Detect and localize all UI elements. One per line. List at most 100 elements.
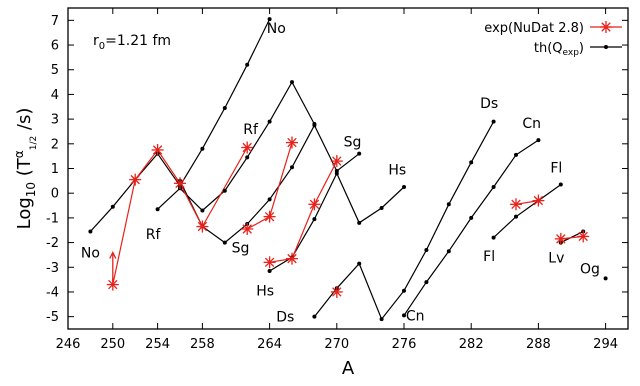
series-line-th-cn [403,139,539,316]
y-tick-label: -4 [46,285,59,300]
data-point-exp-no [196,220,209,233]
r0-suffix: =1.21 fm [105,33,171,49]
data-point-th-rf [200,208,205,213]
series-markers [88,17,608,322]
data-point-th-cn [514,152,518,157]
data-point-th-no [88,229,93,234]
data-point-th-hs [402,185,406,190]
legend-th-sub: exp [563,48,580,58]
data-point-th-fl [514,214,518,219]
series-line-exp-hs [269,160,338,263]
data-point-th-ds [469,160,474,165]
data-point-th-no [200,146,205,151]
isotope-label-fl: Fl [483,249,495,265]
asterisk-stroke [601,22,611,32]
x-tick-label: 250 [100,337,125,352]
data-point-exp-hs [308,198,321,211]
isotope-label-no: No [267,21,286,37]
asterisk-stroke [332,287,342,297]
y-title-sub10: 10 [24,182,38,197]
y-title-alpha: α [12,150,26,158]
data-point-th-cn [536,138,541,143]
asterisk-stroke [264,211,275,222]
error-arrow-head [109,251,117,259]
y-tick-label: -1 [46,211,59,226]
data-point-th-cn [469,215,474,220]
data-point-exp-ds [330,285,343,298]
x-tick-label: 282 [459,337,484,352]
data-point-th-no [267,17,272,22]
legend-label-th: th(Qexp) [534,41,584,58]
data-point-exp-sg [286,136,298,149]
data-point-th-rf [267,119,272,124]
data-point-exp-fl [510,198,522,211]
isotope-label-og: Og [580,262,600,278]
data-point-th-no [245,62,250,67]
series-line-th-sg [179,123,360,244]
y-title-open: (T [14,157,35,182]
x-tick-label: 258 [190,337,215,352]
legend-th-main: th(Q [534,41,563,56]
data-point-th-cn [402,313,406,318]
r0-prefix: r [93,33,99,49]
x-tick-label: 276 [392,337,417,352]
y-title-log: Log [14,197,35,229]
data-point-th-ds [357,261,362,266]
data-point-th-cn [491,185,496,190]
data-point-th-sg [222,240,227,245]
asterisk-stroke [287,253,297,264]
data-point-th-rf [245,155,250,160]
r0-sub: 0 [99,41,105,52]
legend-th-close: ) [579,41,584,56]
data-point-th-hs [267,268,272,273]
isotope-label-no: No [81,245,100,261]
data-point-th-fl [491,235,496,240]
asterisk-stroke [152,145,163,155]
r0-annotation: r0=1.21 fm [93,33,171,52]
data-point-th-no [110,204,115,209]
y-tick-label: -2 [46,236,59,251]
data-point-th-ds [446,202,451,207]
y-tick-label: 0 [51,187,59,202]
legend-marker-exp [600,21,612,33]
x-tick-label: 254 [145,337,170,352]
data-point-th-rf [155,207,160,212]
x-tick-label: 264 [257,337,282,352]
data-point-exp-hs [286,252,298,265]
asterisk-stroke [332,156,342,166]
series-line-exp-no [112,147,248,285]
y-tick-label: -3 [46,261,59,276]
isotope-label-sg: Sg [344,134,362,150]
asterisk-stroke [108,279,118,290]
series-line-th-fl [493,184,562,239]
y-tick-label: 1 [51,162,59,177]
data-point-th-hs [334,171,339,176]
data-point-exp-no [174,177,186,190]
data-point-th-sg [312,123,317,128]
data-point-exp-lv [554,232,567,245]
y-tick-label: 4 [51,88,59,103]
isotope-label-cn: Cn [522,116,541,132]
y-tick-label: 3 [51,113,59,128]
x-tick-label: 246 [56,337,81,352]
data-point-th-hs [379,206,384,211]
isotope-label-lv: Lv [548,250,564,266]
axes: 246 250 254 258 264 270 276 282 288 294-5-4-3-2-1… [46,7,629,352]
asterisk-stroke [264,257,275,268]
data-point-th-sg [267,197,272,202]
data-point-exp-hs [330,155,343,168]
asterisk-stroke [309,199,320,210]
asterisk-stroke [242,224,252,234]
data-point-exp-fl [532,194,545,207]
data-point-th-cn [424,280,429,285]
data-point-th-sg [290,165,294,170]
y-title-close: /s) [14,108,35,136]
asterisk-stroke [511,199,521,210]
data-point-exp-sg [263,210,276,223]
data-point-exp-lv [577,230,590,243]
data-point-th-og [603,276,608,281]
y-tick-label: 2 [51,137,59,152]
